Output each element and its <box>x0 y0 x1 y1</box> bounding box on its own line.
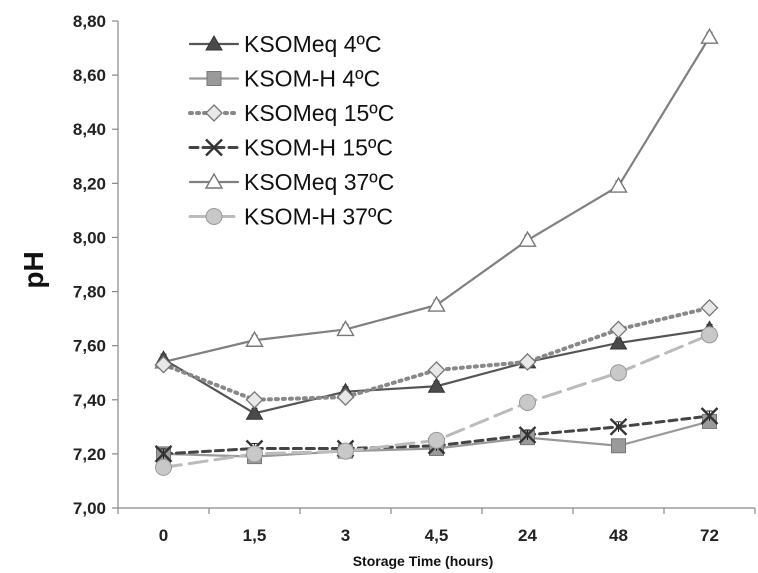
data-point-4-1 <box>245 330 264 347</box>
y-tick-label: 7,60 <box>73 337 106 356</box>
series-layer <box>154 27 719 476</box>
data-point-5-4 <box>519 393 536 411</box>
data-point-3-5 <box>609 417 628 436</box>
data-point-4-5 <box>609 176 628 193</box>
y-tick-label: 8,20 <box>73 174 106 193</box>
y-tick-label: 8,00 <box>73 228 106 247</box>
axes: 7,00 7,20 7,40 7,60 7,80 8,00 8,20 8,40 8,60 8,80… <box>73 12 756 545</box>
y-tick-label: 7,20 <box>73 445 106 464</box>
y-tick-label: 8,80 <box>73 12 106 31</box>
legend-marker <box>204 172 224 189</box>
data-point-3-6 <box>700 407 719 425</box>
legend: KSOMeq 4ºC KSOM-H 4ºC KSOMeq 15ºC KSOM-H 15… <box>188 31 394 230</box>
legend-item: KSOMeq 15ºC <box>188 100 394 126</box>
data-point-2-5 <box>609 320 628 339</box>
data-point-5-1 <box>246 445 263 463</box>
legend-marker <box>206 71 222 86</box>
x-tick-label: 3 <box>341 526 350 545</box>
legend-marker <box>205 138 223 157</box>
data-point-5-5 <box>610 364 627 382</box>
data-point-5-3 <box>428 431 445 449</box>
data-point-2-0 <box>154 355 173 374</box>
data-point-4-2 <box>336 320 355 337</box>
x-tick-label: 72 <box>700 526 719 545</box>
data-point-0-3 <box>427 377 446 393</box>
legend-label: KSOMeq 4ºC <box>244 31 382 57</box>
data-point-2-3 <box>427 361 446 379</box>
legend-marker <box>205 34 223 51</box>
legend-item: KSOM-H 37ºC <box>188 204 393 230</box>
legend-marker <box>205 104 223 122</box>
data-point-4-4 <box>518 230 537 247</box>
x-tick-label: 1,5 <box>243 526 267 545</box>
legend-label: KSOMeq 37ºC <box>244 169 394 195</box>
legend-item: KSOM-H 4ºC <box>188 66 380 92</box>
y-tick-label: 7,40 <box>73 391 106 410</box>
legend-label: KSOM-H 4ºC <box>244 66 380 92</box>
data-point-1-5 <box>611 438 626 454</box>
legend-marker <box>205 208 223 225</box>
y-tick-label: 7,00 <box>73 499 106 518</box>
data-point-2-1 <box>245 390 264 409</box>
y-tick-label: 8,60 <box>73 66 106 85</box>
legend-label: KSOM-H 15ºC <box>244 135 393 161</box>
data-point-5-2 <box>337 442 354 460</box>
x-tick-label: 24 <box>518 526 537 545</box>
x-tick-label: 0 <box>159 526 168 545</box>
y-axis-title: pH <box>18 251 49 288</box>
x-axis-title: Storage Time (hours) <box>353 553 494 569</box>
data-point-2-4 <box>518 352 537 371</box>
legend-item: KSOMeq 37ºC <box>188 169 394 195</box>
legend-item: KSOMeq 4ºC <box>188 31 382 57</box>
data-point-2-2 <box>336 388 355 406</box>
data-point-2-6 <box>700 298 719 317</box>
legend-label: KSOM-H 37ºC <box>244 204 393 230</box>
y-tick-label: 8,40 <box>73 120 106 139</box>
data-point-4-3 <box>427 295 446 312</box>
data-point-3-4 <box>518 426 537 444</box>
x-tick-label: 4,5 <box>425 526 449 545</box>
data-point-4-6 <box>700 27 719 44</box>
y-tick-label: 7,80 <box>73 283 106 302</box>
x-tick-label: 48 <box>609 526 628 545</box>
data-point-5-6 <box>701 326 718 344</box>
data-point-3-0 <box>154 445 173 463</box>
legend-label: KSOMeq 15ºC <box>244 100 394 126</box>
legend-item: KSOM-H 15ºC <box>188 135 393 161</box>
data-point-0-1 <box>245 404 264 420</box>
data-point-5-0 <box>155 458 172 476</box>
data-point-0-5 <box>609 333 628 350</box>
